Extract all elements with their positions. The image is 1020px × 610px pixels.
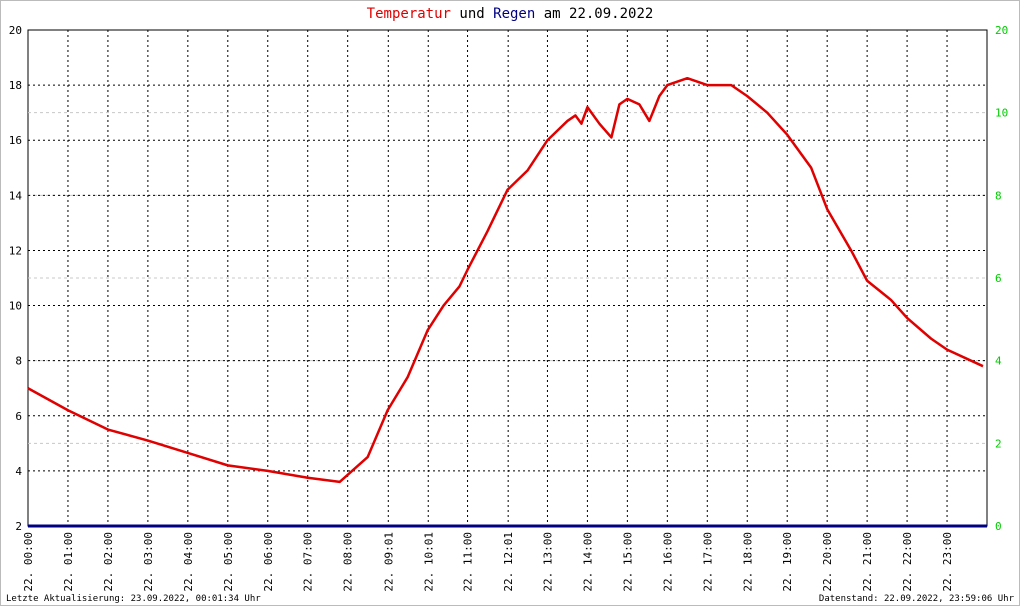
x-tick-label: 22. 06:00 — [262, 532, 275, 592]
y-tick-label: 6 — [15, 410, 22, 423]
x-tick-label: 22. 17:00 — [701, 532, 714, 592]
footer-right: Datenstand: 22.09.2022, 23:59:06 Uhr — [819, 594, 1015, 604]
plot-area — [27, 29, 988, 527]
x-tick-label: 22. 15:00 — [621, 532, 634, 592]
x-tick-label: 22. 05:00 — [222, 532, 235, 592]
y-tick-label: 14 — [9, 189, 23, 202]
x-tick-label: 22. 00:00 — [22, 532, 35, 592]
y2-tick-label: 2 — [995, 437, 1002, 450]
x-tick-label: 22. 09:01 — [382, 532, 395, 592]
x-tick-label: 22. 13:00 — [541, 532, 554, 592]
x-tick-label: 22. 08:00 — [342, 532, 355, 592]
y-tick-label: 4 — [15, 465, 22, 478]
x-tick-label: 22. 11:00 — [462, 532, 475, 592]
y-tick-label: 2 — [15, 520, 22, 533]
y-tick-label: 10 — [9, 300, 22, 313]
x-tick-label: 22. 12:01 — [502, 532, 515, 592]
y2-tick-label: 20 — [995, 24, 1008, 37]
x-tick-label: 22. 04:00 — [182, 532, 195, 592]
y-tick-label: 18 — [9, 79, 22, 92]
footer-left: Letzte Aktualisierung: 23.09.2022, 00:01… — [6, 594, 261, 604]
x-tick-label: 22. 14:00 — [581, 532, 594, 592]
x-tick-label: 22. 07:00 — [302, 532, 315, 592]
x-tick-label: 22. 01:00 — [62, 532, 75, 592]
x-tick-label: 22. 19:00 — [781, 532, 794, 592]
title-temp: Temperatur — [367, 6, 451, 22]
title-und: und — [459, 6, 484, 22]
title-regen: Regen — [493, 6, 535, 22]
x-tick-label: 22. 10:01 — [422, 532, 435, 592]
x-tick-label: 22. 20:00 — [821, 532, 834, 592]
x-tick-label: 22. 21:00 — [861, 532, 874, 592]
y2-tick-label: 10 — [995, 107, 1008, 120]
chart-title: Temperatur und Regen am 22.09.2022 — [367, 6, 654, 22]
y2-tick-label: 6 — [995, 272, 1002, 285]
x-tick-label: 22. 22:00 — [901, 532, 914, 592]
series-line — [27, 76, 984, 484]
y-tick-label: 8 — [15, 355, 22, 368]
x-tick-label: 22. 02:00 — [102, 532, 115, 592]
x-tick-label: 22. 18:00 — [741, 532, 754, 592]
x-tick-label: 22. 23:00 — [941, 532, 954, 592]
x-tick-label: 22. 03:00 — [142, 532, 155, 592]
y-tick-label: 12 — [9, 244, 22, 257]
y2-tick-label: 0 — [995, 520, 1002, 533]
title-date: am 22.09.2022 — [544, 6, 654, 22]
y-tick-label: 20 — [9, 24, 22, 37]
y2-tick-label: 8 — [995, 189, 1002, 202]
y-tick-label: 16 — [9, 134, 22, 147]
x-tick-label: 22. 16:00 — [661, 532, 674, 592]
y2-tick-label: 4 — [995, 355, 1002, 368]
